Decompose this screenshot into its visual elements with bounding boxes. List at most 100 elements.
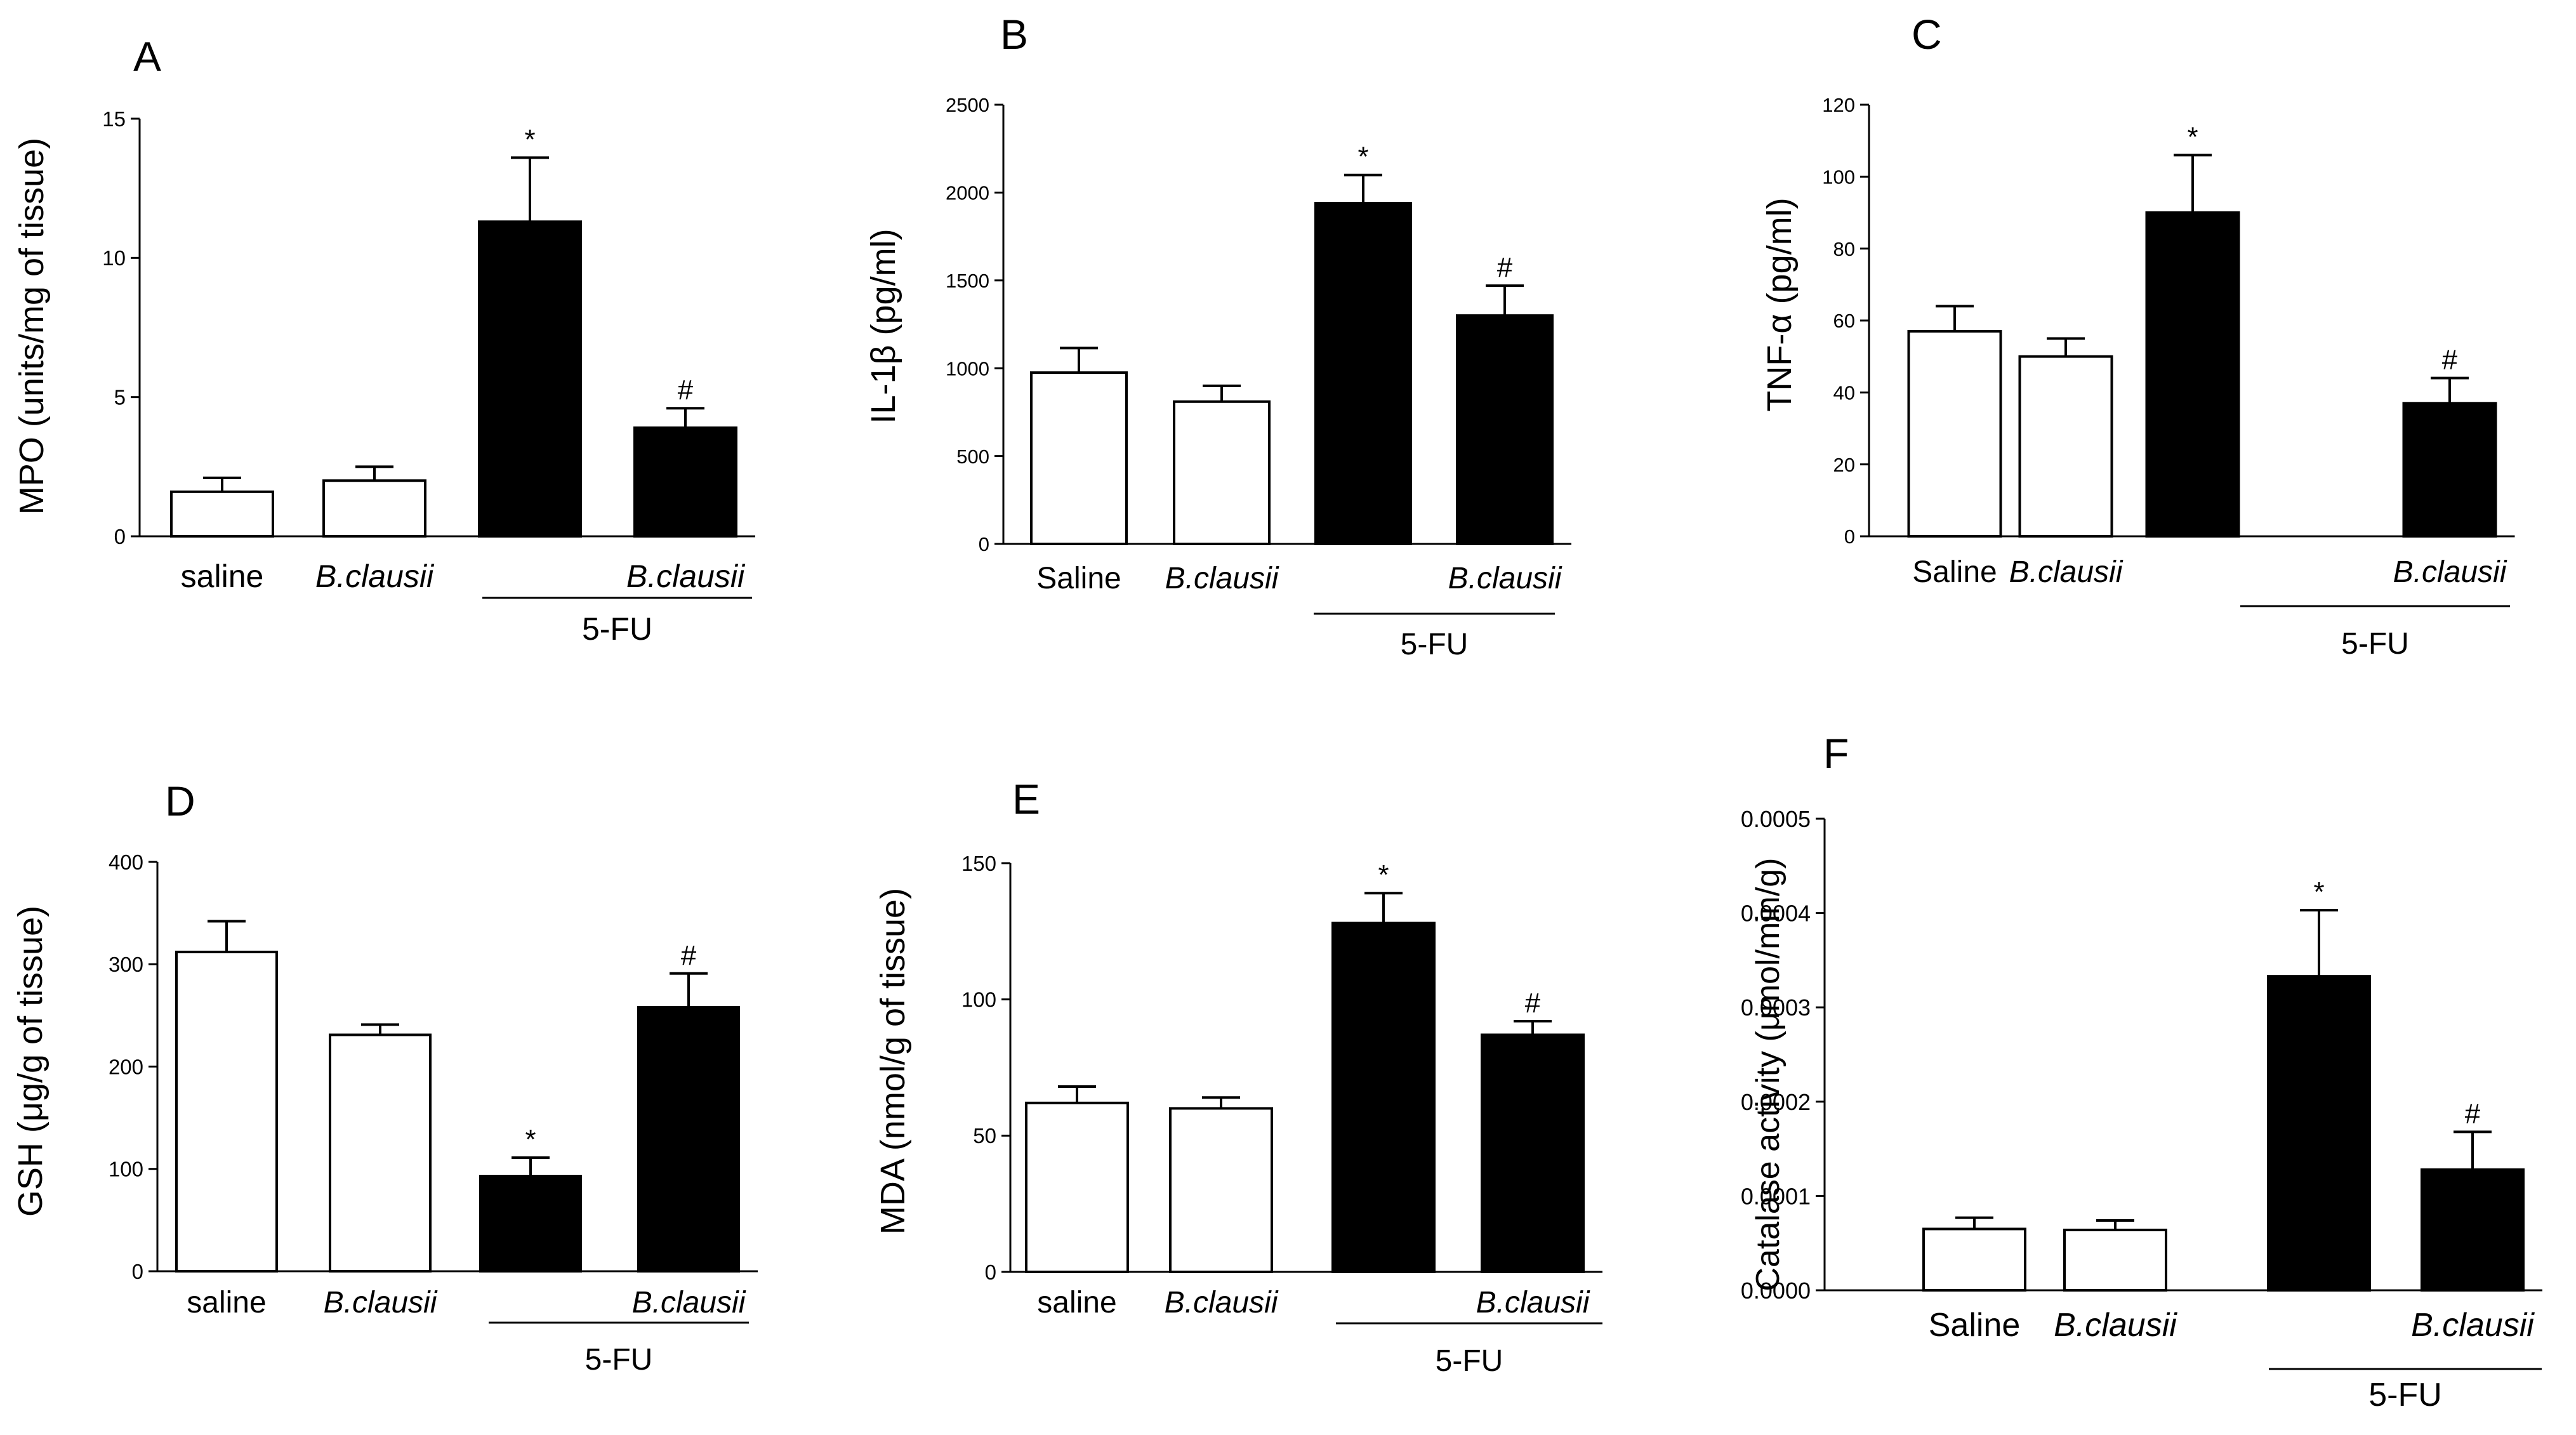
bar xyxy=(1173,400,1271,545)
y-tick-label: 40 xyxy=(1833,381,1855,404)
y-tick-label: 10 xyxy=(102,246,126,270)
bar xyxy=(2145,211,2240,538)
bar xyxy=(2267,975,2371,1292)
significance-hash: # xyxy=(1497,252,1513,283)
category-label: B.clausii xyxy=(1165,562,1279,595)
panel-d: D GSH (μg/g of tissue) 0 100 200 300 400 saline… xyxy=(11,777,758,1377)
bar xyxy=(175,950,278,1273)
y-tick-label: 0 xyxy=(1844,526,1855,548)
y-tick-label: 50 xyxy=(973,1124,996,1147)
bar xyxy=(2018,355,2113,538)
group-label: 5-FU xyxy=(2341,627,2409,661)
bar xyxy=(1314,202,1412,545)
y-tick-label: 0 xyxy=(132,1260,143,1283)
panel-c: C TNF-α (pg/ml) 0 20 40 60 80 100 120 Saline B.cla… xyxy=(1760,11,2515,661)
significance-hash: # xyxy=(678,374,694,406)
panel-letter: A xyxy=(133,33,161,80)
category-label: Saline xyxy=(1036,562,1121,595)
significance-hash: # xyxy=(1525,988,1541,1019)
significance-star: * xyxy=(2313,876,2324,908)
y-tick-label: 100 xyxy=(1822,166,1855,188)
bar xyxy=(1907,330,2002,538)
y-tick-label: 120 xyxy=(1822,94,1855,116)
y-tick-label: 80 xyxy=(1833,238,1855,260)
y-axis-label: TNF-α (pg/ml) xyxy=(1760,197,1799,411)
category-label: B.clausii xyxy=(1476,1286,1590,1319)
category-label: saline xyxy=(181,559,264,594)
category-label: saline xyxy=(187,1286,266,1319)
y-tick-label: 0.0001 xyxy=(1741,1183,1811,1209)
y-tick-label: 5 xyxy=(114,386,126,409)
category-label: Saline xyxy=(1912,555,1997,589)
y-tick-label: 150 xyxy=(961,852,996,875)
bar xyxy=(2063,1228,2167,1292)
panel-letter: F xyxy=(1823,730,1849,777)
category-label: B.clausii xyxy=(2393,555,2507,589)
panel-e: E MDA (nmol/g of tissue) 0 50 100 150 saline B.… xyxy=(874,776,1602,1378)
y-tick-label: 300 xyxy=(109,953,143,976)
y-tick-label: 0.0004 xyxy=(1741,901,1811,927)
panel-a: A MPO (units/mg of tissue) 0 5 10 15 saline B.c… xyxy=(13,33,755,647)
category-label: B.clausii xyxy=(315,559,435,594)
y-tick-label: 2500 xyxy=(946,94,989,116)
y-tick-label: 15 xyxy=(102,107,126,131)
panel-letter: B xyxy=(1000,11,1028,58)
category-label: B.clausii xyxy=(324,1286,438,1319)
y-tick-label: 200 xyxy=(109,1055,143,1078)
category-label: Saline xyxy=(1929,1307,2021,1344)
significance-star: * xyxy=(525,1124,536,1155)
bar xyxy=(2421,1168,2525,1292)
group-label: 5-FU xyxy=(582,611,652,647)
bar xyxy=(1331,922,1436,1274)
y-tick-label: 0 xyxy=(979,533,989,555)
category-label: B.clausii xyxy=(1448,562,1562,595)
y-tick-label: 400 xyxy=(109,850,143,874)
significance-hash: # xyxy=(2442,345,2458,376)
panel-letter: C xyxy=(1912,11,1942,58)
y-tick-label: 20 xyxy=(1833,454,1855,476)
y-tick-label: 1500 xyxy=(946,270,989,292)
category-label: B.clausii xyxy=(2009,555,2124,589)
panel-letter: D xyxy=(165,777,195,824)
y-tick-label: 60 xyxy=(1833,310,1855,332)
y-axis-label: MPO (units/mg of tissue) xyxy=(13,138,51,515)
y-tick-label: 0.0000 xyxy=(1741,1278,1811,1304)
bar xyxy=(1456,314,1554,545)
bar xyxy=(329,1033,432,1273)
bar xyxy=(479,1175,582,1273)
bar xyxy=(1025,1101,1129,1274)
bar xyxy=(637,1005,740,1273)
group-label: 5-FU xyxy=(2368,1377,2442,1413)
y-tick-label: 2000 xyxy=(946,182,989,204)
significance-star: * xyxy=(1357,142,1368,173)
y-axis-label: Catalase activity (μmol/min/g) xyxy=(1750,857,1787,1291)
y-tick-label: 0.0003 xyxy=(1741,995,1811,1021)
significance-hash: # xyxy=(2465,1098,2481,1129)
y-axis-label: IL-1β (pg/ml) xyxy=(864,228,902,423)
y-tick-label: 100 xyxy=(109,1158,143,1181)
bar xyxy=(1481,1033,1585,1273)
category-label: saline xyxy=(1037,1286,1116,1319)
significance-star: * xyxy=(2187,121,2198,152)
bar xyxy=(2402,402,2497,538)
bar xyxy=(170,490,274,538)
category-label: B.clausii xyxy=(2054,1307,2177,1344)
y-tick-label: 0.0005 xyxy=(1741,806,1811,832)
significance-star: * xyxy=(524,124,535,155)
bar xyxy=(1169,1107,1273,1274)
y-tick-label: 500 xyxy=(956,446,989,468)
panel-b: B IL-1β (pg/ml) 0 500 1000 1500 2000 2500 Saline… xyxy=(864,11,1571,661)
bar xyxy=(633,426,737,538)
y-axis-label: MDA (nmol/g of tissue) xyxy=(874,888,912,1234)
y-tick-label: 100 xyxy=(961,988,996,1012)
y-axis-label: GSH (μg/g of tissue) xyxy=(11,906,50,1217)
bar xyxy=(1922,1227,2026,1292)
category-label: B.clausii xyxy=(632,1286,746,1319)
bar xyxy=(322,479,426,538)
panel-f: F Catalase activity (μmol/min/g)0.0000 0.0… xyxy=(1741,730,2542,1413)
group-label: 5-FU xyxy=(1401,628,1469,661)
significance-star: * xyxy=(1378,859,1389,890)
y-tick-label: 0 xyxy=(985,1260,996,1284)
y-tick-label: 1000 xyxy=(946,357,989,380)
